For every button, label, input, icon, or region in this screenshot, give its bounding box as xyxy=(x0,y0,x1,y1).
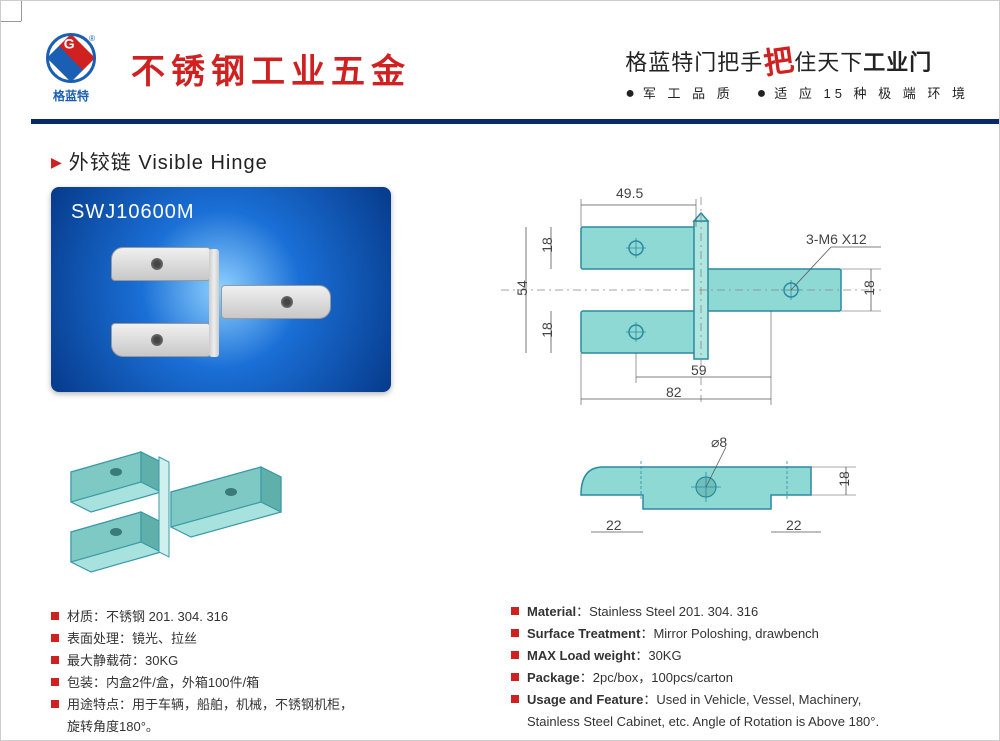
spec-row: 表面处理：镜光、拉丝 xyxy=(51,628,471,650)
spec-surface-cn: 表面处理：镜光、拉丝 xyxy=(67,628,197,650)
content-area: ▶ 外铰链 Visible Hinge SWJ10600M xyxy=(51,146,969,739)
logo-circle-icon: G ® xyxy=(46,33,96,83)
dim-d8: ⌀8 xyxy=(711,434,727,451)
spec-list-en: Material：Stainless Steel 201. 304. 316 S… xyxy=(511,601,969,734)
bullet-icon xyxy=(511,607,519,615)
bullet-icon xyxy=(511,651,519,659)
section-title-text: 外铰链 Visible Hinge xyxy=(69,152,268,174)
right-column: 49.5 18 54 18 18 3-M6 X12 59 82 ⌀8 18 22… xyxy=(511,187,969,739)
product-photo-card: SWJ10600M xyxy=(51,187,391,392)
header-divider xyxy=(31,119,999,124)
logo-brand-text: 格蓝特 xyxy=(53,87,89,104)
slogan-line2: ●军 工 品 质 ●适 应 15 种 极 端 环 境 xyxy=(625,83,969,103)
crop-mark-vertical xyxy=(21,1,22,21)
crop-mark-horizontal xyxy=(1,21,21,22)
tech-drawing-svg xyxy=(511,187,941,577)
page-root: G ® 格蓝特 不锈钢工业五金 格蓝特门把手把住天下工业门 ●军 工 品 质 ●… xyxy=(0,0,1000,741)
spec-row: 用途特点：用于车辆，船舶，机械，不锈钢机柜， 旋转角度180°。 xyxy=(51,694,471,738)
spec-usage-en-val1: ：Used in Vehicle, Vessel, Machinery, xyxy=(643,692,861,707)
bullet-icon xyxy=(511,629,519,637)
dim-22-l: 22 xyxy=(606,517,622,533)
spec-row: Surface Treatment：Mirror Poloshing, draw… xyxy=(511,623,969,645)
dim-22-r: 22 xyxy=(786,517,802,533)
slogan-prefix: 格蓝特 xyxy=(625,50,694,75)
spec-list-cn: 材质：不锈钢 201. 304. 316 表面处理：镜光、拉丝 最大静载荷：30… xyxy=(51,606,471,739)
spec-row: Usage and Feature：Used in Vehicle, Vesse… xyxy=(511,689,969,733)
dim-49-5: 49.5 xyxy=(616,185,643,201)
spec-usage2-cn: 旋转角度180°。 xyxy=(67,719,159,734)
spec-row: Package：2pc/box，100pcs/carton xyxy=(511,667,969,689)
isometric-view xyxy=(51,422,311,582)
dim-18-bot: 18 xyxy=(539,322,555,338)
dim-54: 54 xyxy=(514,280,530,296)
bullet-icon xyxy=(51,656,59,664)
slogan-mid1: 门把手 xyxy=(694,50,763,75)
left-column: SWJ10600M xyxy=(51,187,471,739)
slogan-line1: 格蓝特门把手把住天下工业门 xyxy=(625,35,969,79)
bullet-icon xyxy=(511,673,519,681)
section-title: ▶ 外铰链 Visible Hinge xyxy=(51,146,969,175)
iso-svg-icon xyxy=(51,422,311,582)
spec-usage1-cn: 用途特点：用于车辆，船舶，机械，不锈钢机柜， xyxy=(67,697,353,712)
slogan-bold: 工业门 xyxy=(863,50,932,75)
slogan-sub1: 军 工 品 质 xyxy=(643,86,734,101)
spec-load-cn: 最大静载荷：30KG xyxy=(67,650,178,672)
slogan-accent: 把 xyxy=(761,35,798,83)
spec-package-cn: 包装：内盒2件/盒，外箱100件/箱 xyxy=(67,672,259,694)
spec-surface-en-val: ：Mirror Poloshing, drawbench xyxy=(640,626,818,641)
dim-18-top: 18 xyxy=(539,237,555,253)
slogan-mid2: 住天下 xyxy=(794,50,863,75)
slogan-block: 格蓝特门把手把住天下工业门 ●军 工 品 质 ●适 应 15 种 极 端 环 境 xyxy=(625,35,969,103)
spec-surface-en-label: Surface Treatment xyxy=(527,626,640,641)
spec-load-en-label: MAX Load weight xyxy=(527,648,635,663)
spec-row: 材质：不锈钢 201. 304. 316 xyxy=(51,606,471,628)
spec-package-en-val: ：2pc/box，100pcs/carton xyxy=(580,670,733,685)
dim-side-18: 18 xyxy=(836,471,852,487)
triangle-marker-icon: ▶ xyxy=(51,154,63,171)
bullet-icon xyxy=(51,700,59,708)
spec-package-en-label: Package xyxy=(527,670,580,685)
brand-logo: G ® 格蓝特 xyxy=(31,33,111,104)
bullet-icon xyxy=(511,695,519,703)
product-model-label: SWJ10600M xyxy=(71,201,195,224)
dim-hole-label: 3-M6 X12 xyxy=(806,231,867,247)
two-column-layout: SWJ10600M xyxy=(51,187,969,739)
bullet-icon xyxy=(51,612,59,620)
spec-row: Material：Stainless Steel 201. 304. 316 xyxy=(511,601,969,623)
spec-usage-en-val2: Stainless Steel Cabinet, etc. Angle of R… xyxy=(527,714,879,729)
spec-material-en-label: Material xyxy=(527,604,576,619)
spec-material-en-val: ：Stainless Steel 201. 304. 316 xyxy=(576,604,758,619)
bullet-icon xyxy=(51,678,59,686)
dim-18-right: 18 xyxy=(861,280,877,296)
spec-row: 包装：内盒2件/盒，外箱100件/箱 xyxy=(51,672,471,694)
page-header: G ® 格蓝特 不锈钢工业五金 格蓝特门把手把住天下工业门 ●军 工 品 质 ●… xyxy=(31,21,999,116)
slogan-sub2: 适 应 15 种 极 端 环 境 xyxy=(774,86,969,101)
spec-load-en-val: ：30KG xyxy=(635,648,681,663)
spec-row: 最大静载荷：30KG xyxy=(51,650,471,672)
technical-drawing: 49.5 18 54 18 18 3-M6 X12 59 82 ⌀8 18 22… xyxy=(511,187,941,577)
dim-82: 82 xyxy=(666,384,682,400)
spec-material-cn: 材质：不锈钢 201. 304. 316 xyxy=(67,606,228,628)
bullet-icon xyxy=(51,634,59,642)
spec-usage-en-label: Usage and Feature xyxy=(527,692,643,707)
main-title: 不锈钢工业五金 xyxy=(131,44,411,93)
spec-row: MAX Load weight：30KG xyxy=(511,645,969,667)
dim-59: 59 xyxy=(691,362,707,378)
